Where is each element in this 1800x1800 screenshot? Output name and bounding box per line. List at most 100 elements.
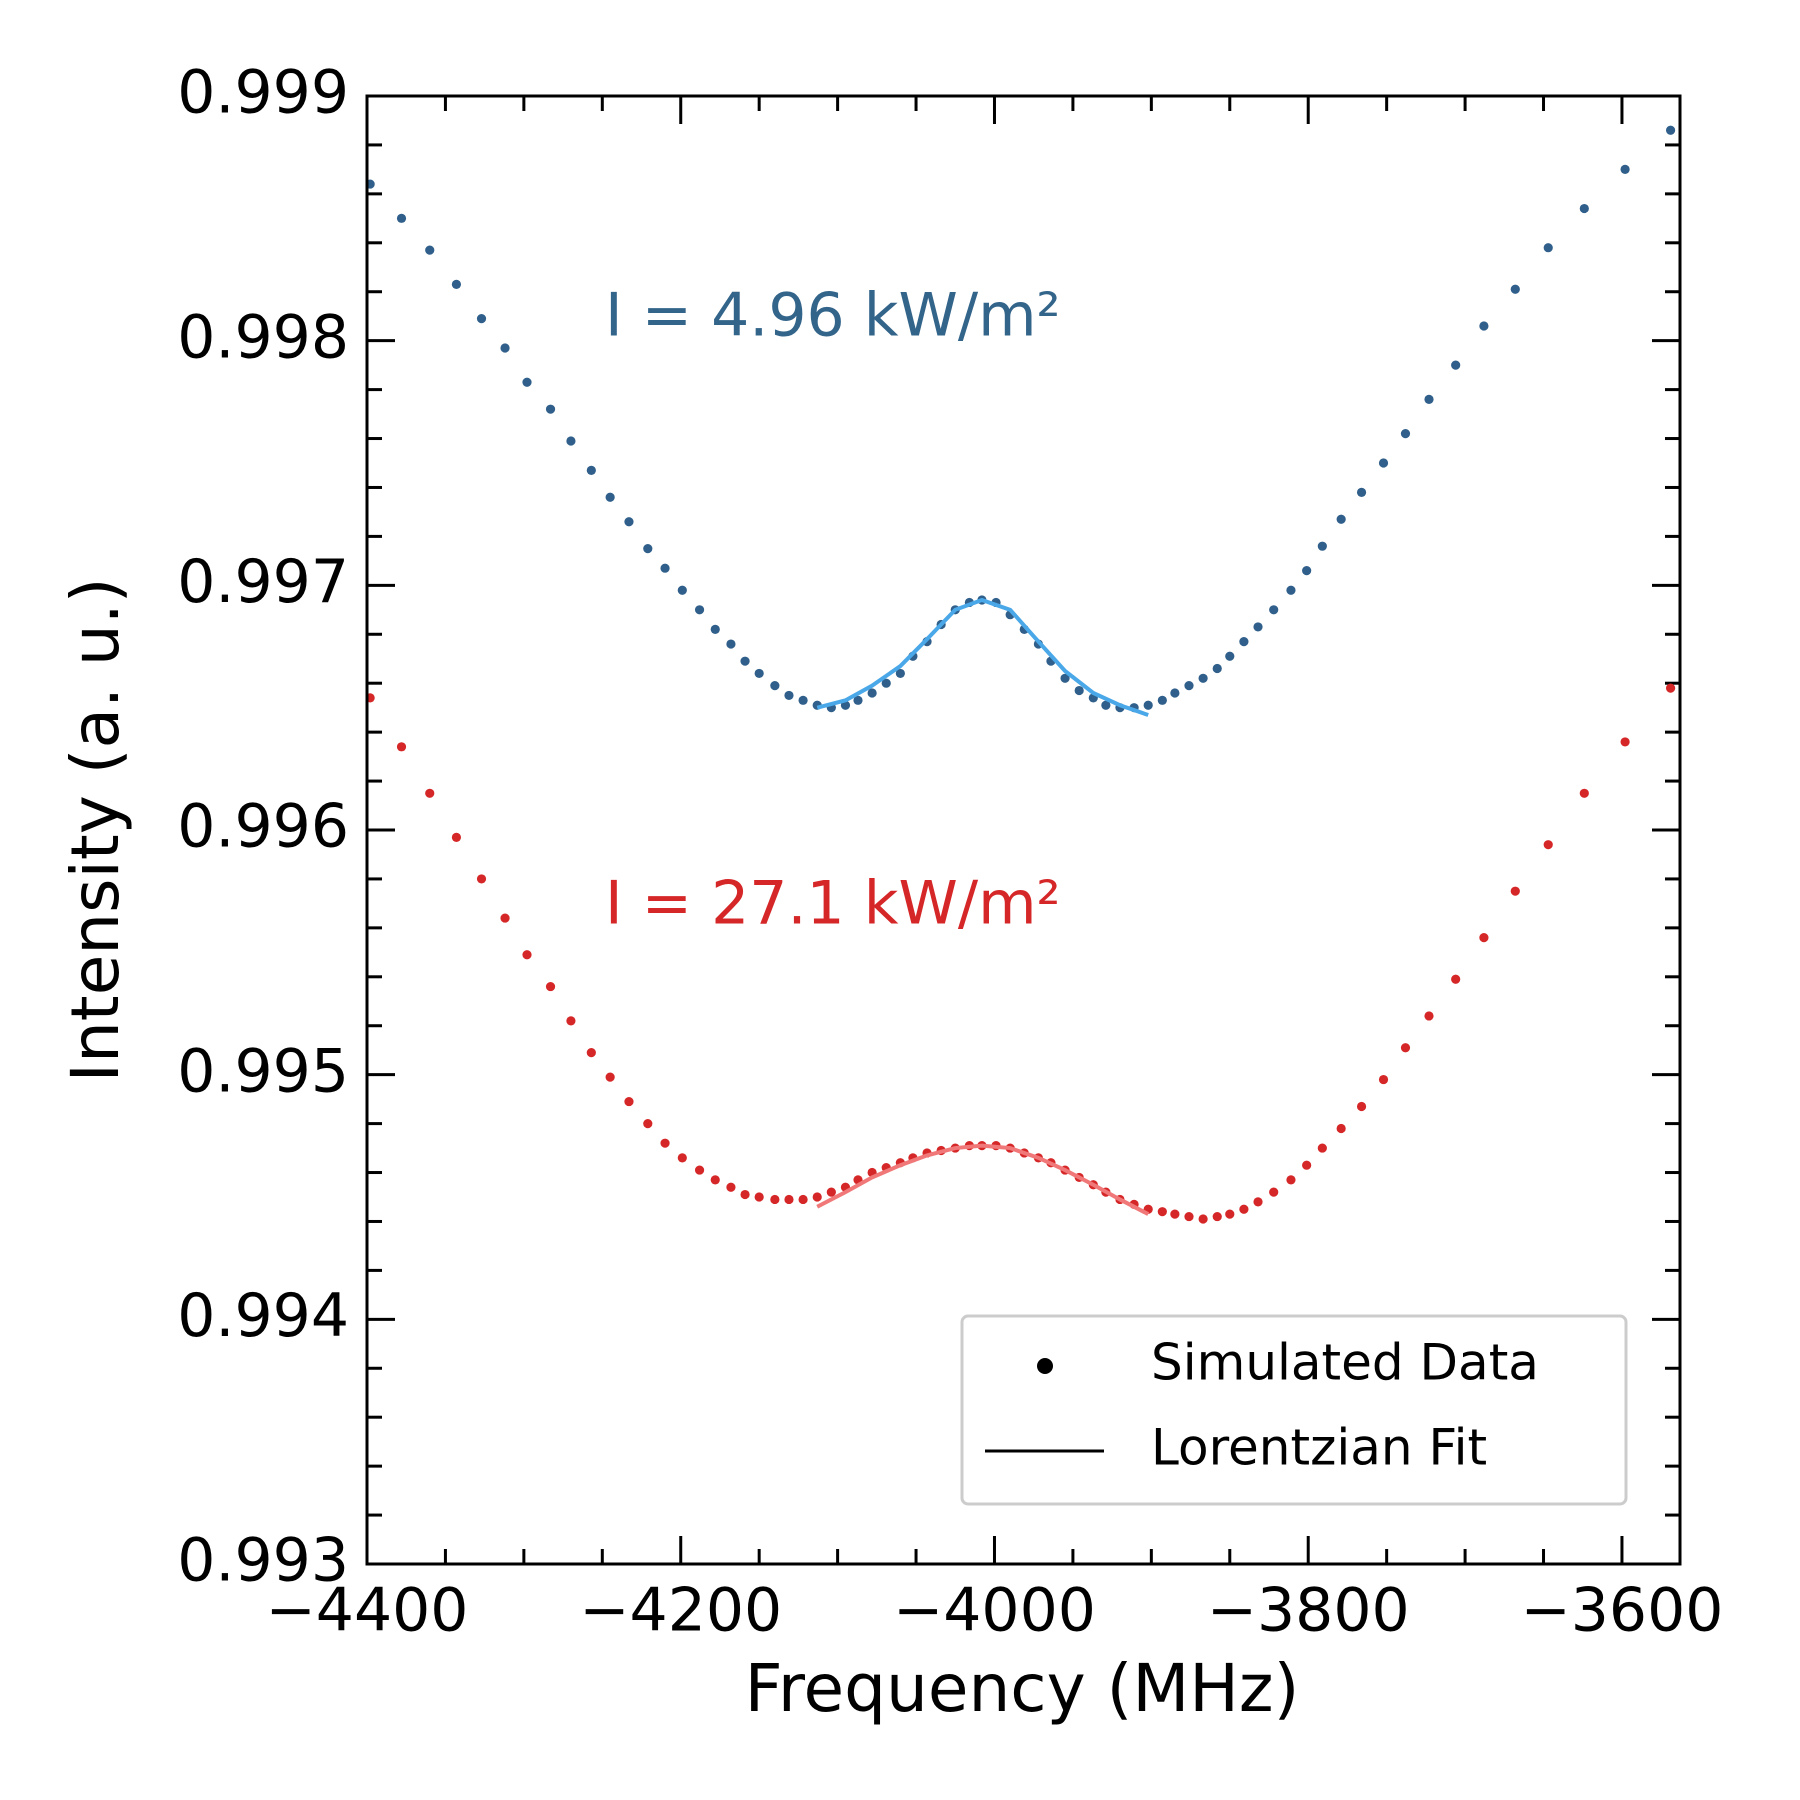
data-point bbox=[545, 981, 556, 992]
data-point bbox=[770, 1194, 780, 1205]
data-point bbox=[1198, 1214, 1208, 1224]
data-point bbox=[1212, 1211, 1222, 1222]
data-point bbox=[660, 563, 670, 573]
legend-label: Lorentzian Fit bbox=[1151, 1419, 1487, 1477]
y-tick-label: 0.996 bbox=[177, 792, 349, 862]
data-point bbox=[1336, 514, 1346, 524]
legend-marker bbox=[1037, 1358, 1053, 1374]
data-point bbox=[1286, 1175, 1296, 1185]
data-point bbox=[1543, 243, 1553, 253]
x-axis-label: Frequency (MHz) bbox=[745, 1650, 1300, 1727]
data-point bbox=[1317, 541, 1327, 551]
data-point bbox=[1286, 585, 1296, 595]
data-point bbox=[605, 1072, 615, 1082]
data-point bbox=[1225, 1209, 1235, 1219]
data-point bbox=[1157, 1207, 1167, 1217]
x-tick-label: −4400 bbox=[266, 1576, 469, 1646]
data-point bbox=[1451, 974, 1461, 984]
data-point bbox=[643, 1119, 653, 1129]
data-point bbox=[1479, 933, 1489, 943]
data-point bbox=[476, 314, 487, 324]
y-axis-label: Intensity (a. u.) bbox=[57, 578, 134, 1083]
data-point bbox=[425, 245, 435, 255]
data-point bbox=[566, 1016, 576, 1026]
data-point bbox=[1253, 622, 1263, 632]
data-point bbox=[1424, 1011, 1434, 1021]
data-point bbox=[1302, 566, 1312, 576]
data-point bbox=[545, 404, 556, 414]
legend-box bbox=[960, 1314, 1628, 1506]
annotation: I = 27.1 kW/m² bbox=[605, 869, 1061, 939]
data-point bbox=[1198, 673, 1208, 683]
data-point bbox=[1620, 737, 1630, 747]
data-point bbox=[1170, 688, 1180, 698]
data-point bbox=[1143, 700, 1153, 710]
data-point bbox=[710, 1175, 720, 1185]
data-point bbox=[476, 874, 487, 884]
plot-frame bbox=[365, 94, 1682, 1566]
data-point bbox=[396, 213, 407, 223]
data-point bbox=[1184, 681, 1194, 691]
data-point bbox=[1212, 663, 1222, 674]
data-point bbox=[1543, 840, 1553, 850]
data-point bbox=[1510, 284, 1520, 294]
data-point bbox=[566, 436, 576, 446]
x-tick-label: −4200 bbox=[579, 1576, 782, 1646]
data-point bbox=[1665, 683, 1676, 693]
y-tick-label: 0.995 bbox=[177, 1036, 349, 1106]
data-point bbox=[798, 1194, 808, 1205]
data-point bbox=[677, 585, 687, 595]
data-point bbox=[784, 1194, 794, 1205]
data-point bbox=[1317, 1143, 1327, 1153]
data-point bbox=[740, 656, 750, 666]
data-point bbox=[1253, 1197, 1263, 1207]
x-tick-label: −4000 bbox=[893, 1576, 1096, 1646]
data-point bbox=[1184, 1211, 1194, 1222]
data-point bbox=[1074, 685, 1084, 696]
data-point bbox=[770, 681, 780, 691]
data-point bbox=[586, 465, 596, 475]
data-point bbox=[1665, 125, 1676, 135]
data-point bbox=[853, 695, 863, 705]
data-point bbox=[1302, 1160, 1312, 1170]
data-point bbox=[1356, 487, 1367, 497]
data-point bbox=[867, 688, 877, 698]
annotation: I = 4.96 kW/m² bbox=[605, 281, 1061, 351]
data-point bbox=[1400, 1043, 1411, 1053]
fit-line bbox=[816, 597, 1149, 717]
data-point bbox=[624, 1096, 634, 1107]
data-point bbox=[895, 668, 905, 679]
data-point bbox=[826, 1187, 836, 1197]
data-point bbox=[1451, 360, 1461, 370]
data-point bbox=[1336, 1123, 1346, 1134]
y-tick-label: 0.994 bbox=[177, 1281, 349, 1351]
y-tick-label: 0.999 bbox=[177, 58, 349, 128]
data-point bbox=[451, 279, 462, 289]
data-point bbox=[740, 1189, 750, 1200]
data-point bbox=[677, 1153, 687, 1163]
data-point bbox=[1356, 1101, 1367, 1112]
data-point bbox=[522, 377, 532, 387]
x-tick-label: −3800 bbox=[1207, 1576, 1410, 1646]
data-point bbox=[1269, 1187, 1279, 1197]
fit-line bbox=[816, 1143, 1150, 1216]
data-point bbox=[754, 668, 764, 679]
data-point bbox=[586, 1048, 596, 1058]
data-point bbox=[396, 742, 407, 752]
data-point bbox=[1157, 695, 1167, 705]
data-point bbox=[1424, 394, 1434, 404]
data-point bbox=[1479, 321, 1489, 331]
y-tick-label: 0.998 bbox=[177, 302, 349, 372]
data-point bbox=[624, 517, 634, 527]
data-point bbox=[1239, 637, 1249, 647]
data-point bbox=[1579, 203, 1589, 214]
y-tick-label: 0.997 bbox=[177, 547, 349, 617]
data-point bbox=[1510, 886, 1520, 896]
data-point bbox=[1269, 605, 1279, 615]
legend-label: Simulated Data bbox=[1151, 1334, 1539, 1392]
data-point bbox=[812, 1192, 822, 1202]
data-point bbox=[425, 788, 435, 798]
data-point bbox=[660, 1138, 670, 1148]
data-point bbox=[784, 690, 794, 701]
